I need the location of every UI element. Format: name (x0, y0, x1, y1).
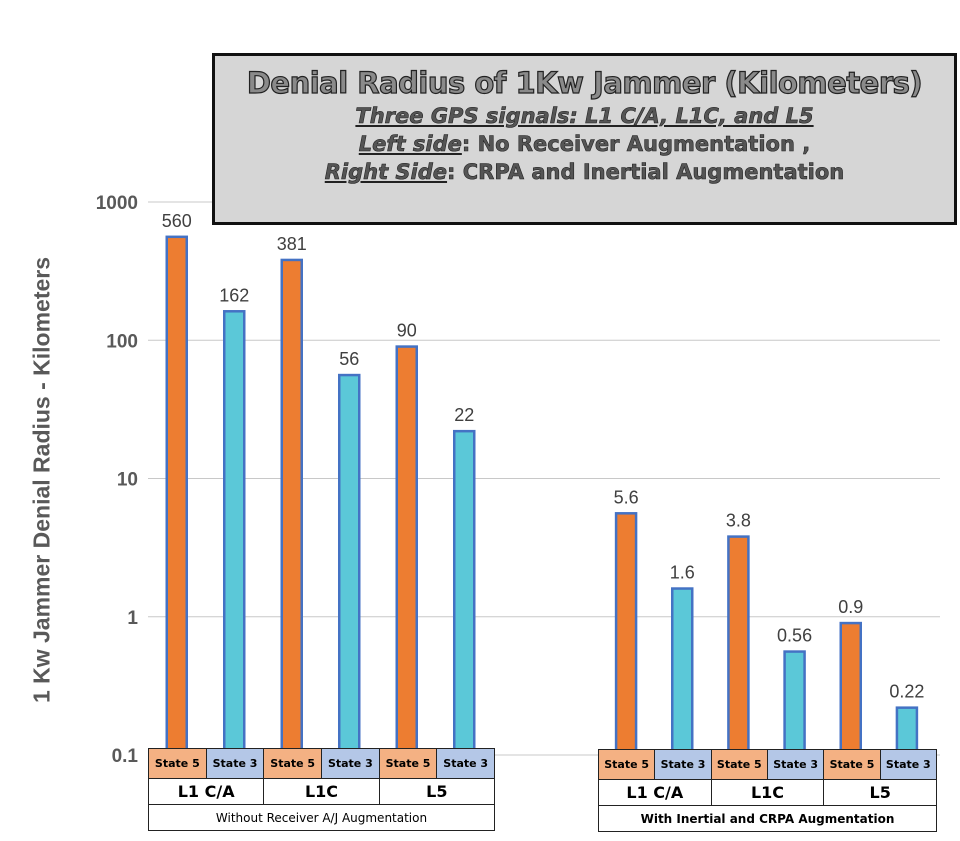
subtitle-right-side: Right Side: CRPA and Inertial Augmentati… (215, 160, 954, 185)
bar (280, 258, 303, 757)
data-label: 0.9 (838, 597, 863, 617)
state-cell: State 5 (823, 750, 880, 779)
y-tick-label: 10 (117, 470, 138, 491)
bar (671, 587, 694, 757)
bar (727, 535, 750, 757)
group-caption: Without Receiver A/J Augmentation (215, 810, 428, 825)
state-cell: State 3 (654, 750, 711, 779)
signal-row: L1 C/A L1C L5 (599, 779, 936, 805)
state-cell: State 3 (436, 749, 495, 778)
group-caption: With Inertial and CRPA Augmentation (640, 811, 895, 826)
caption-row: With Inertial and CRPA Augmentation (599, 805, 936, 831)
signal-row: L1 C/A L1C L5 (149, 778, 494, 804)
state-cell: State 5 (378, 749, 437, 778)
caption-row: Without Receiver A/J Augmentation (149, 804, 494, 830)
signal-cell: L1 C/A (177, 782, 235, 801)
state-cell: State 3 (879, 750, 936, 779)
chart-title: Denial Radius of 1Kw Jammer (Kilometers) (246, 65, 923, 100)
right-side-label: Right Side (324, 160, 448, 185)
data-label: 560 (162, 211, 192, 231)
data-label: 3.8 (726, 511, 751, 531)
data-label: 90 (397, 321, 417, 341)
left-side-text: : No Receiver Augmentation , (461, 132, 811, 157)
state-cell: State 3 (766, 750, 824, 779)
data-label: 22 (454, 405, 474, 425)
state-cell: State 5 (263, 749, 322, 778)
state-cell: State 3 (321, 749, 379, 778)
state-cell: State 5 (599, 750, 655, 779)
signal-cell: L1C (263, 779, 378, 804)
subtitle-left-side: Left side: No Receiver Augmentation , (215, 132, 954, 157)
bar (895, 706, 919, 757)
signal-cell: L5 (378, 779, 494, 804)
bar (338, 373, 361, 757)
data-label: 1.6 (670, 563, 695, 583)
left-side-label: Left side (358, 132, 462, 157)
y-tick-label: 0.1 (112, 746, 139, 767)
y-axis-label: 1 Kw Jammer Denial Radius - Kilometers (28, 256, 55, 704)
state-cell: State 5 (710, 750, 767, 779)
bar (783, 650, 806, 757)
data-label: 381 (277, 234, 307, 254)
bar (614, 512, 638, 757)
signal-cell: L1 C/A (626, 783, 684, 802)
bar (165, 235, 188, 757)
bar (395, 345, 418, 757)
data-label: 5.6 (614, 487, 639, 507)
state-row: State 5 State 3 State 5 State 3 State 5 State… (149, 749, 495, 778)
right-side-text: : CRPA and Inertial Augmentation (447, 160, 845, 185)
data-label: 56 (339, 349, 359, 369)
signal-cell: L5 (823, 780, 936, 805)
y-tick-label: 1 (127, 608, 138, 629)
data-label: 0.56 (777, 626, 812, 646)
state-cell: State 5 (149, 749, 206, 778)
subtitle-signals: Three GPS signals: L1 C/A, L1C, and L5 (355, 104, 814, 129)
signal-cell: L1C (710, 780, 824, 805)
state-cell: State 3 (205, 749, 264, 778)
data-label: 0.22 (889, 682, 924, 702)
y-tick-label: 1000 (96, 193, 138, 214)
category-table: State 5 State 3 State 5 State 3 State 5 State… (148, 748, 495, 831)
state-row: State 5 State 3 State 5 State 3 State 5 State… (599, 750, 936, 779)
y-tick-label: 100 (106, 331, 138, 352)
category-table: State 5 State 3 State 5 State 3 State 5 State… (598, 749, 937, 832)
bar (453, 429, 476, 757)
bar (839, 621, 862, 757)
title-box: Denial Radius of 1Kw Jammer (Kilometers)… (212, 53, 957, 225)
data-label: 162 (219, 285, 249, 305)
bar (223, 310, 246, 757)
